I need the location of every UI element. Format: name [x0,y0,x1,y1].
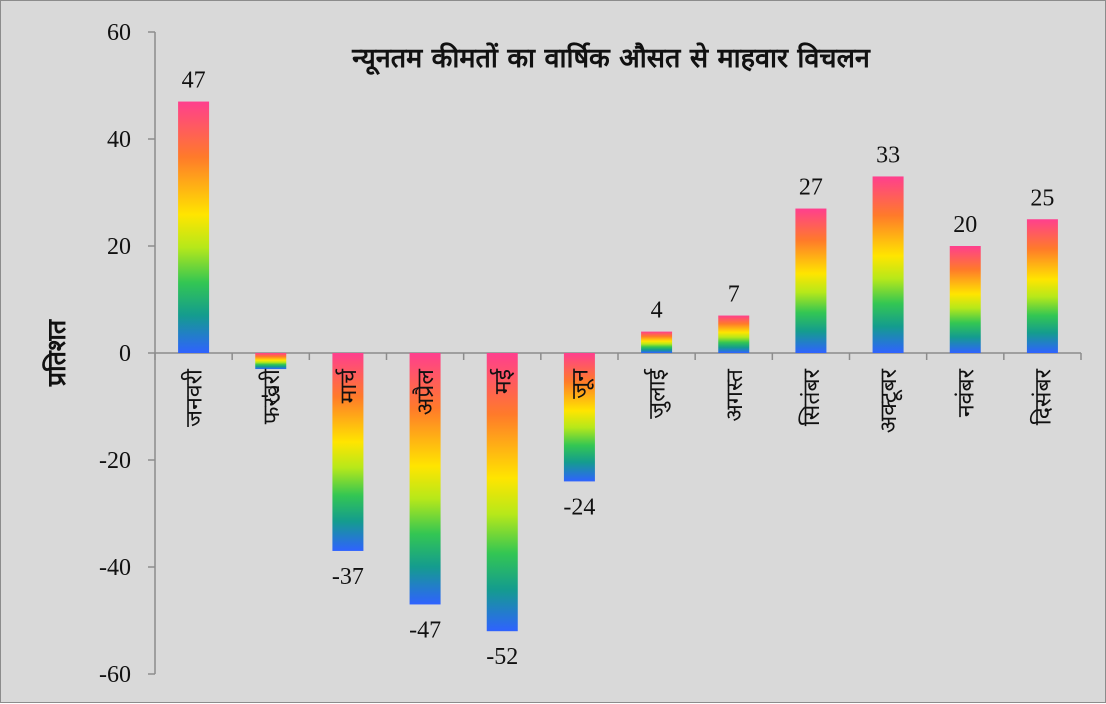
bar-3 [332,353,364,551]
x-tick-label: नवंबर [953,368,979,417]
data-label: 33 [876,142,900,168]
data-label: 47 [182,68,206,94]
x-tick-label: मई [489,368,516,394]
bar-6 [563,353,595,482]
x-tick-label: अगस्त [722,368,748,421]
x-tick-label: अप्रैल [412,369,439,416]
data-label: 7 [728,282,740,308]
x-tick-label: जुलाई [644,368,672,419]
y-tick-label: 0 [119,341,131,367]
y-axis-label: प्रतिशत [42,318,71,387]
y-tick-label: -40 [99,555,131,581]
data-label: -37 [332,564,364,590]
data-label: 20 [953,212,977,238]
data-label: 4 [651,298,663,324]
bar-5 [486,353,518,632]
y-tick-label: -60 [99,662,131,688]
data-label: 27 [799,175,823,201]
bar-4 [409,353,441,605]
y-tick-label: 60 [107,20,131,46]
x-tick-label: फरवरी [258,368,285,424]
data-label: -47 [409,617,441,643]
bar-8 [718,315,750,353]
x-tick-label: जनवरी [181,368,208,427]
data-label: -52 [486,644,518,670]
x-tick-label: अक्टूबर [876,368,903,433]
bar-10 [872,176,904,353]
data-label: -3 [261,382,281,408]
x-tick-label: दिसंबर [1029,368,1056,425]
y-tick-label: 20 [107,234,131,260]
x-tick-label: सितंबर [798,368,825,426]
bar-11 [949,246,981,353]
bar-7 [641,331,673,353]
y-tick-label: 40 [107,127,131,153]
chart-title: न्यूनतम कीमतों का वार्षिक औसत से माहवार … [351,42,871,76]
bar-9 [795,208,827,353]
data-label: -24 [563,494,595,520]
x-tick-label: मार्च [335,368,362,403]
y-tick-label: -20 [99,448,131,474]
data-label: 25 [1030,185,1054,211]
x-tick-label: जून [567,368,594,399]
bar-1 [178,101,210,353]
bar-2 [255,353,287,370]
bar-12 [1026,219,1058,353]
